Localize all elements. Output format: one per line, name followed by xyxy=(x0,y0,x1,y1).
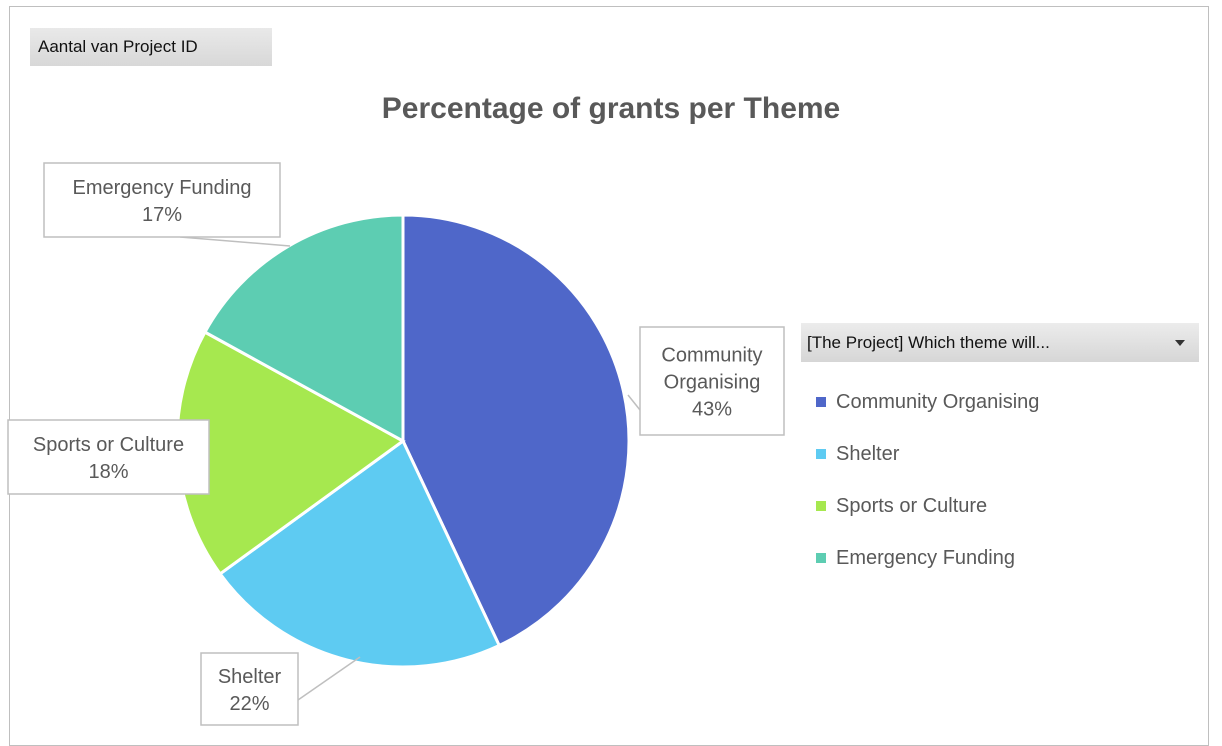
data-label-box xyxy=(7,419,210,495)
data-label-text: Community xyxy=(661,345,762,367)
legend-item[interactable]: Emergency Funding xyxy=(816,532,1039,584)
data-label: Emergency Funding 17% xyxy=(43,162,281,238)
value-field-button[interactable]: Aantal van Project ID xyxy=(30,28,272,66)
data-label: Community Organising 43% xyxy=(639,326,785,436)
legend-label: Sports or Culture xyxy=(836,494,988,517)
data-label: Sports or Culture 18% xyxy=(7,419,210,495)
legend-swatch xyxy=(816,449,826,459)
data-labels: Community Organising 43% Shelter 22% Sports o… xyxy=(7,162,785,726)
legend-field-label: [The Project] Which theme will... xyxy=(807,333,1050,352)
legend-label: Shelter xyxy=(836,442,900,465)
pie-slice-shelter[interactable] xyxy=(218,438,502,669)
data-label-text: 43% xyxy=(692,399,732,421)
chevron-down-icon[interactable] xyxy=(1175,340,1185,346)
legend-label: Community Organising xyxy=(836,390,1040,413)
data-label-text: 17% xyxy=(142,204,182,226)
data-label-text: Shelter xyxy=(218,666,282,688)
data-label-text: Emergency Funding xyxy=(73,177,252,199)
legend-item[interactable]: Community Organising xyxy=(816,376,1039,428)
legend-swatch xyxy=(816,397,826,407)
legend-swatch xyxy=(816,501,826,511)
leader-line xyxy=(179,236,291,247)
data-label-box xyxy=(200,652,299,726)
pie-slices xyxy=(175,213,631,669)
leader-line xyxy=(297,656,361,701)
data-label-text: Organising xyxy=(664,372,761,394)
legend-swatch xyxy=(816,553,826,563)
chart-legend: Community Organising Shelter Sports or Cul… xyxy=(816,376,1039,584)
leader-line xyxy=(627,394,641,411)
legend-label: Emergency Funding xyxy=(836,546,1015,569)
legend-field-dropdown[interactable]: [The Project] Which theme will... xyxy=(801,323,1199,362)
pie-slice-community-organising[interactable] xyxy=(401,213,631,648)
data-label: Shelter 22% xyxy=(200,652,299,726)
data-label-text: 18% xyxy=(88,461,128,483)
data-label-text: 22% xyxy=(229,693,269,715)
data-label-box xyxy=(43,162,281,238)
legend-item[interactable]: Shelter xyxy=(816,428,1039,480)
data-label-text: Sports or Culture xyxy=(33,434,184,456)
data-label-box xyxy=(639,326,785,436)
legend-item[interactable]: Sports or Culture xyxy=(816,480,1039,532)
chart-title: Percentage of grants per Theme xyxy=(381,92,841,125)
